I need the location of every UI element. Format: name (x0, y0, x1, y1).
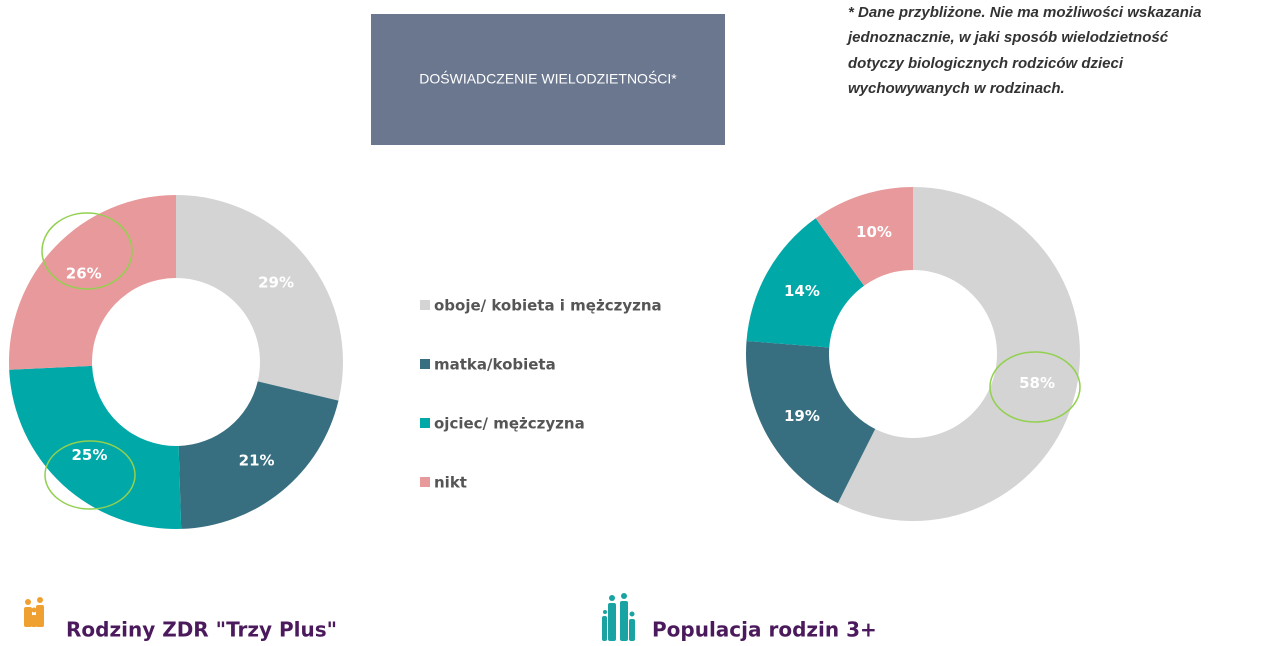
slice-label: 14% (784, 282, 820, 300)
donut-slice (746, 218, 865, 348)
highlight-ellipse (989, 351, 1081, 423)
slice-label: 26% (66, 264, 102, 282)
slice-label: 19% (784, 407, 820, 425)
slice-label: 58% (1019, 374, 1055, 392)
donut-slice (745, 341, 876, 504)
note-line: wychowywanych w rodzinach. (848, 80, 1065, 97)
donut-slice (9, 195, 177, 370)
note-line: jednoznacznie, w jaki sposób wielodzietn… (846, 29, 1169, 46)
highlight-ellipse (41, 212, 133, 290)
slice-label: 29% (258, 273, 294, 291)
highlights (41, 212, 1081, 510)
note-line: * Dane przybliżone. Nie ma możliwości ws… (848, 4, 1201, 21)
charts: 29% 21% 25% 26% Rodziny ZDR "Trzy Plus" 58% 19… (9, 187, 1080, 642)
slice-label: 25% (71, 446, 107, 464)
title-box (371, 14, 725, 145)
icon-left (24, 597, 44, 627)
slice-label: 21% (239, 451, 275, 469)
legend-swatch (420, 418, 430, 428)
slice-label: 10% (856, 223, 892, 241)
chart-caption: Populacja rodzin 3+ (652, 618, 877, 642)
highlight-ellipse (44, 440, 136, 510)
title: DOŚWIADCZENIE WIELODZIETNOŚCI* (419, 70, 677, 87)
donut-slice (815, 187, 913, 286)
chart-caption: Rodziny ZDR "Trzy Plus" (66, 618, 337, 642)
donut-slice (178, 381, 339, 529)
donut-slice (9, 365, 182, 529)
legend-swatch (420, 300, 430, 310)
donut-slice (837, 187, 1080, 521)
legend-label: oboje/ kobieta i mężczyzna (434, 297, 662, 315)
donut-slice (176, 195, 343, 401)
legend-label: nikt (434, 474, 467, 492)
legend-label: ojciec/ mężczyzna (434, 415, 585, 433)
icon-right (602, 593, 635, 641)
note-line: dotyczy biologicznych rodziców dzieci (848, 55, 1124, 72)
legend-swatch (420, 359, 430, 369)
legend-swatch (420, 477, 430, 487)
legend-label: matka/kobieta (434, 356, 556, 374)
